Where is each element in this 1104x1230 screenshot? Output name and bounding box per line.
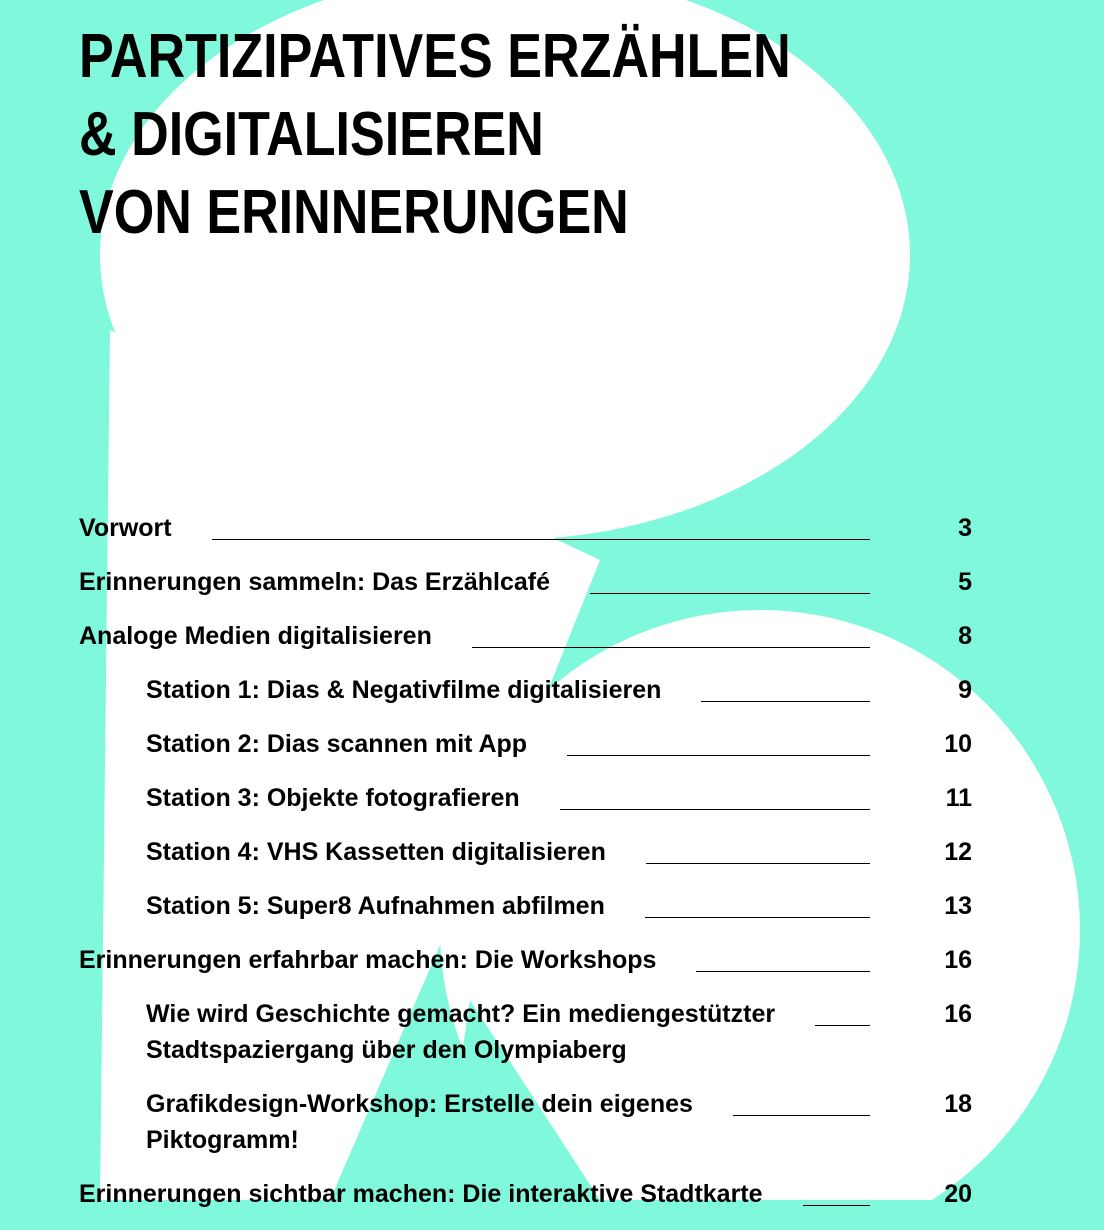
leader-line	[732, 1115, 870, 1116]
leader-line	[701, 701, 870, 702]
leader-line	[211, 539, 870, 540]
blob	[100, 0, 910, 540]
page-number: 9	[958, 676, 972, 704]
leader-line	[815, 1025, 870, 1026]
table-of-contents: Vorwort 3 Erinnerungen sammeln: Das Erzähl…	[79, 510, 972, 1230]
entry-line: Station 2: Dias scannen mit App	[146, 730, 528, 758]
entry-line: Erinnerungen sichtbar machen: Die intera…	[79, 1180, 763, 1208]
page-number: 3	[958, 514, 972, 542]
title-line: PARTIZIPATIVES ERZÄHLEN	[79, 22, 791, 91]
entry-text: Station 1: Dias & Negativfilme digitalis…	[146, 672, 661, 708]
entry-line: Erinnerungen erfahrbar machen: Die Works…	[79, 946, 657, 974]
notch	[440, 1000, 600, 1200]
leader-line	[696, 971, 870, 972]
toc-entry: Vorwort 3	[79, 510, 972, 546]
entry-text: Grafikdesign-Workshop: Erstelle dein eig…	[146, 1086, 693, 1158]
entry-line: Stadtspaziergang über den Olympiaberg	[146, 1036, 627, 1064]
toc-entry: Grafikdesign-Workshop: Erstelle dein eig…	[79, 1086, 972, 1158]
leader-line	[471, 647, 870, 648]
toc-entry: Station 1: Dias & Negativfilme digitalis…	[79, 672, 972, 708]
entry-line: Piktogramm!	[146, 1126, 299, 1154]
entry-text: Wie wird Geschichte gemacht? Ein medieng…	[146, 996, 775, 1068]
entry-line: Analoge Medien digitalisieren	[79, 622, 432, 650]
toc-entry: Erinnerungen sichtbar machen: Die intera…	[79, 1176, 972, 1212]
toc-entry: Wie wird Geschichte gemacht? Ein medieng…	[79, 996, 972, 1068]
page-number: 16	[944, 1000, 972, 1028]
leader-line	[559, 809, 870, 810]
toc-entry: Erinnerungen erfahrbar machen: Die Works…	[79, 942, 972, 978]
blob	[440, 610, 1080, 1200]
entry-text: Erinnerungen erfahrbar machen: Die Works…	[79, 942, 656, 978]
toc-entry: Erinnerungen sammeln: Das Erzählcafé 5	[79, 564, 972, 600]
entry-line: Grafikdesign-Workshop: Erstelle dein eig…	[146, 1090, 693, 1118]
toc-entry: Station 2: Dias scannen mit App 10	[79, 726, 972, 762]
toc-entry: Station 3: Objekte fotografieren 11	[79, 780, 972, 816]
entry-text: Station 3: Objekte fotografieren	[146, 780, 520, 816]
leader-line	[645, 863, 870, 864]
entry-line: Erinnerungen sammeln: Das Erzählcafé	[79, 568, 550, 596]
page-number: 11	[945, 784, 972, 812]
page-number: 16	[944, 946, 972, 974]
title: PARTIZIPATIVES ERZÄHLEN & DIGITALISIEREN V…	[79, 18, 791, 252]
entry-text: Station 2: Dias scannen mit App	[146, 726, 527, 762]
entry-line: Station 1: Dias & Negativfilme digitalis…	[146, 676, 662, 704]
entry-line: Wie wird Geschichte gemacht? Ein medieng…	[146, 1000, 776, 1028]
entry-line: Station 5: Super8 Aufnahmen abfilmen	[146, 892, 605, 920]
entry-text: Station 4: VHS Kassetten digitalisieren	[146, 834, 606, 870]
entry-line: Station 3: Objekte fotografieren	[146, 784, 520, 812]
page-number: 18	[944, 1090, 972, 1118]
page-number: 20	[944, 1180, 972, 1208]
toc-entry: Analoge Medien digitalisieren 8	[79, 618, 972, 654]
blob-stem	[100, 330, 600, 1200]
entry-line: Station 4: VHS Kassetten digitalisieren	[146, 838, 606, 866]
page-number: 13	[944, 892, 972, 920]
leader-line	[644, 917, 870, 918]
leader-line	[802, 1205, 870, 1206]
toc-entry: Station 5: Super8 Aufnahmen abfilmen 13	[79, 888, 972, 924]
entry-text: Station 5: Super8 Aufnahmen abfilmen	[146, 888, 605, 924]
title-line: & DIGITALISIEREN	[79, 100, 544, 169]
toc-entry: Station 4: VHS Kassetten digitalisieren 1…	[79, 834, 972, 870]
leader-line	[589, 593, 870, 594]
entry-text: Erinnerungen sichtbar machen: Die intera…	[79, 1176, 763, 1212]
entry-text: Erinnerungen sammeln: Das Erzählcafé	[79, 564, 550, 600]
page: PARTIZIPATIVES ERZÄHLEN & DIGITALISIEREN V…	[79, 0, 1080, 1208]
entry-text: Vorwort	[79, 510, 172, 546]
page-number: 12	[944, 838, 972, 866]
entry-text: Analoge Medien digitalisieren	[79, 618, 432, 654]
leader-line	[567, 755, 870, 756]
background-shapes	[100, 0, 1080, 1200]
entry-line: Vorwort	[79, 514, 172, 542]
page-number: 8	[958, 622, 972, 650]
page-number: 5	[958, 568, 972, 596]
page-number: 10	[944, 730, 972, 758]
title-line: VON ERINNERUNGEN	[79, 178, 629, 247]
